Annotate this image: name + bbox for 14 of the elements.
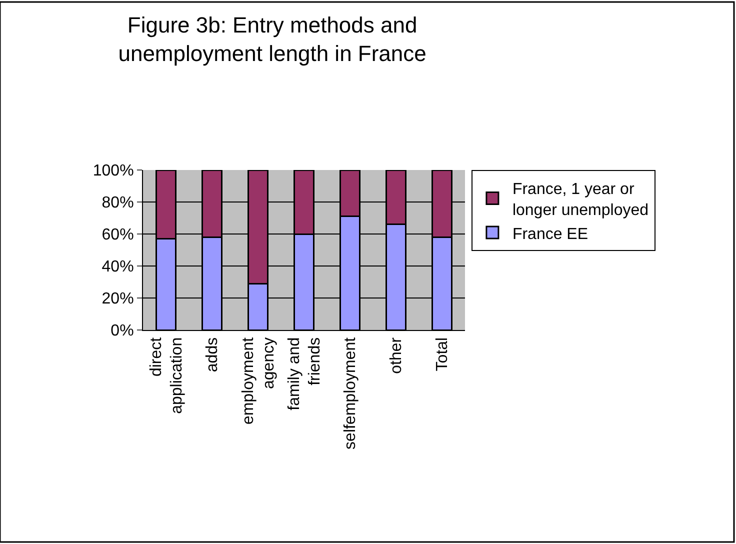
x-tick-label: direct application bbox=[148, 336, 186, 414]
y-tick-label: 0% bbox=[110, 322, 134, 340]
x-tick-label: Total bbox=[434, 337, 452, 372]
chart-title: Figure 3b: Entry methods and unemployment length in France bbox=[118, 12, 426, 66]
x-tick-label: other bbox=[388, 336, 406, 374]
x-tick-label: adds bbox=[204, 337, 222, 372]
y-tick-label: 20% bbox=[102, 290, 134, 308]
x-tick-label: selfemployment bbox=[342, 336, 360, 450]
y-tick-label: 80% bbox=[102, 194, 134, 212]
y-tick-label: 40% bbox=[102, 258, 134, 276]
y-tick-label: 60% bbox=[102, 226, 134, 244]
legend-label: France, 1 year or longer unemployed bbox=[512, 181, 649, 219]
y-tick-label: 100% bbox=[92, 162, 134, 180]
legend-label: France EE bbox=[512, 226, 588, 243]
